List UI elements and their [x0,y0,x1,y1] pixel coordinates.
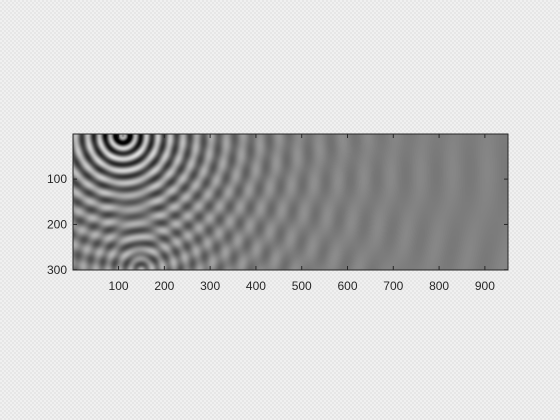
y-tick-label: 300 [47,263,67,277]
x-tick-label: 900 [475,279,495,293]
x-tick-label: 800 [429,279,449,293]
y-tick-label: 200 [47,217,67,231]
heatmap-image [73,134,508,270]
y-axis: 100 200 300 [47,172,508,277]
x-tick-label: 400 [246,279,266,293]
x-axis: 100 200 300 400 500 600 700 800 900 [109,134,495,293]
x-tick-label: 700 [383,279,403,293]
x-tick-label: 200 [154,279,174,293]
x-tick-label: 600 [337,279,357,293]
plot-area [72,133,509,271]
y-tick-label: 100 [47,172,67,186]
x-tick-label: 300 [200,279,220,293]
axes-box [72,133,509,271]
x-tick-label: 100 [109,279,129,293]
x-tick-label: 500 [292,279,312,293]
